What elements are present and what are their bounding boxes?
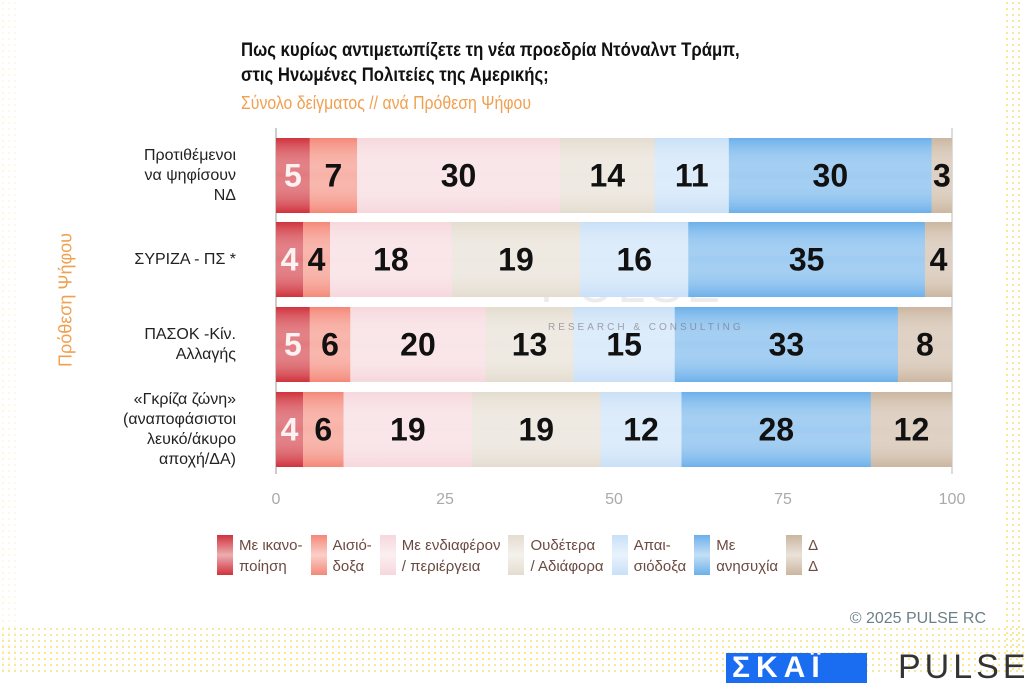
legend-item: Ουδέτερα / Αδιάφορα bbox=[508, 535, 604, 577]
data-label: 30 bbox=[813, 158, 849, 194]
bar-segment-shine bbox=[343, 392, 473, 467]
bar-segment-shine bbox=[276, 392, 304, 467]
bar-segment-shine bbox=[472, 392, 601, 467]
bar-segment-shine bbox=[451, 222, 581, 297]
bar-segment-shine bbox=[559, 138, 655, 213]
data-label: 5 bbox=[284, 327, 302, 363]
bar-segment-shine bbox=[681, 392, 871, 467]
data-label: 4 bbox=[281, 242, 299, 278]
bar-segment-shine bbox=[276, 222, 304, 297]
data-label: 8 bbox=[916, 327, 934, 363]
chart-title: Πως κυρίως αντιμετωπίζετε τη νέα προεδρί… bbox=[241, 40, 740, 86]
data-label: 4 bbox=[930, 242, 948, 278]
bar-segment-shine bbox=[654, 138, 729, 213]
row-label: «Γκρίζα ζώνη» (αναποφάσιστοι λευκό/άκυρο… bbox=[122, 390, 236, 468]
bar-segment-shine bbox=[870, 392, 952, 467]
x-tick-label: 100 bbox=[939, 491, 966, 508]
data-label: 11 bbox=[675, 158, 709, 194]
pulse-logo: PULSE bbox=[898, 648, 1024, 686]
bar-segment-shine bbox=[330, 222, 452, 297]
bar-segment-shine bbox=[485, 307, 574, 382]
row-label: ΠΑΣΟΚ -Κίν. Αλλαγής bbox=[144, 325, 236, 363]
data-label: 15 bbox=[606, 327, 642, 363]
bar-segment-shine bbox=[897, 307, 952, 382]
bar-segment-shine bbox=[580, 222, 689, 297]
row-label: Προτιθέμενοι να ψηφίσουν ΝΔ bbox=[143, 146, 236, 204]
bar-segment-shine bbox=[357, 138, 560, 213]
legend-label: Ουδέτερα / Αδιάφορα bbox=[530, 537, 604, 575]
chart-subtitle: Σύνολο δείγματος // ανά Πρόθεση Ψήφου bbox=[241, 93, 532, 113]
bar-chart: 5 7 30 14 11 30 34 4 18 19 16 35 45 6 20 13 15 33 84 6 19 19 1… bbox=[272, 128, 966, 508]
bar-segment-shine bbox=[309, 138, 358, 213]
legend-item: Με ενδιαφέρον / περιέργεια bbox=[379, 535, 501, 577]
x-tick-label: 50 bbox=[605, 491, 623, 508]
background-dots bbox=[0, 626, 1024, 674]
data-label: 16 bbox=[616, 242, 652, 278]
legend-label: Με ενδιαφέρον / περιέργεια bbox=[401, 537, 501, 575]
data-label: 30 bbox=[441, 158, 477, 194]
background-dots bbox=[1004, 0, 1024, 674]
data-label: 33 bbox=[769, 327, 805, 363]
data-label: 18 bbox=[373, 242, 409, 278]
data-label: 19 bbox=[498, 242, 534, 278]
data-label: 13 bbox=[512, 327, 548, 363]
legend-label: Με ανησυχία bbox=[716, 537, 779, 575]
legend-label: Απαι- σιόδοξα bbox=[633, 537, 687, 575]
bar-segment-shine bbox=[600, 392, 682, 467]
x-tick-label: 75 bbox=[774, 491, 792, 508]
data-label: 12 bbox=[623, 412, 659, 448]
legend-swatch bbox=[379, 535, 396, 575]
background-dots bbox=[0, 0, 16, 674]
bar-segment-shine bbox=[303, 222, 331, 297]
legend-swatch bbox=[217, 535, 233, 575]
data-label: 7 bbox=[325, 158, 343, 194]
bar-segment-shine bbox=[674, 307, 898, 382]
legend-label: Δ Δ bbox=[808, 537, 819, 575]
row-label: ΣΥΡΙΖΑ - ΠΣ * bbox=[134, 250, 236, 268]
data-label: 20 bbox=[400, 327, 436, 363]
bar-segment-shine bbox=[573, 307, 675, 382]
legend-swatch bbox=[508, 535, 525, 575]
legend-item: Με ικανο- ποίηση bbox=[217, 535, 303, 577]
bar-segment-shine bbox=[303, 392, 344, 467]
data-label: 12 bbox=[894, 412, 930, 448]
legend-item: Δ Δ bbox=[786, 535, 818, 577]
legend-item: Αισιό- δοξα bbox=[310, 535, 372, 577]
data-label: 3 bbox=[933, 158, 951, 194]
data-label: 14 bbox=[589, 158, 625, 194]
legend-item: Με ανησυχία bbox=[694, 535, 778, 577]
bar-segment-shine bbox=[728, 138, 932, 213]
bar-segment-shine bbox=[276, 138, 310, 213]
bar-segment-shine bbox=[350, 307, 486, 382]
bar-segment-shine bbox=[276, 307, 310, 382]
x-tick-label: 0 bbox=[272, 491, 281, 508]
legend-label: Με ικανο- ποίηση bbox=[239, 537, 303, 575]
data-label: 5 bbox=[284, 158, 302, 194]
legend-label: Αισιό- δοξα bbox=[332, 537, 372, 575]
legend-swatch bbox=[310, 535, 327, 575]
bar-segment-shine bbox=[309, 307, 351, 382]
bar-segment-shine bbox=[931, 138, 952, 213]
legend: Με ικανο- ποίηση Αισιό- δοξα Με ενδιαφέρον… bbox=[217, 535, 818, 577]
copyright: © 2025 PULSE RC bbox=[849, 610, 986, 627]
legend-swatch bbox=[611, 535, 628, 575]
legend-item: Απαι- σιόδοξα bbox=[611, 535, 687, 577]
data-label: 19 bbox=[518, 412, 554, 448]
data-label: 28 bbox=[758, 412, 794, 448]
data-label: 4 bbox=[281, 412, 299, 448]
data-label: 6 bbox=[314, 412, 332, 448]
skai-logo: ΣΚΑΪ bbox=[726, 653, 867, 683]
x-tick-label: 25 bbox=[436, 491, 454, 508]
data-label: 35 bbox=[789, 242, 825, 278]
data-label: 19 bbox=[390, 412, 426, 448]
bar-segment-shine bbox=[688, 222, 925, 297]
legend-swatch bbox=[694, 535, 711, 575]
legend-swatch bbox=[786, 535, 803, 575]
data-label: 4 bbox=[308, 242, 326, 278]
bar-segment-shine bbox=[924, 222, 952, 297]
data-label: 6 bbox=[321, 327, 339, 363]
